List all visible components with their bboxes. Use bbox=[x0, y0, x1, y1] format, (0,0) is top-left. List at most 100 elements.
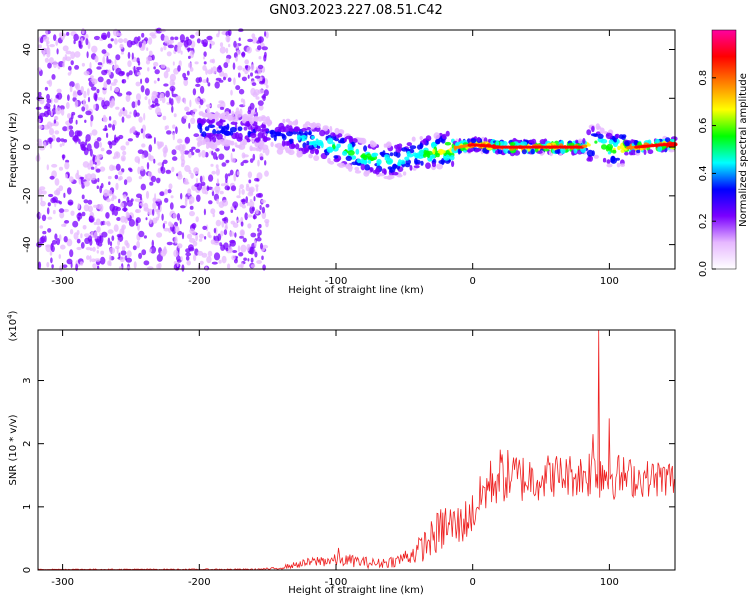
noise-blob bbox=[161, 213, 164, 221]
noise-blob bbox=[113, 209, 119, 216]
ridge-blob bbox=[286, 131, 293, 137]
ridge-blob bbox=[342, 150, 348, 156]
noise-blob bbox=[135, 81, 141, 87]
noise-blob bbox=[264, 147, 270, 156]
ridge-blob bbox=[242, 138, 248, 146]
noise-blob bbox=[247, 38, 254, 43]
ridge-blob bbox=[406, 142, 412, 147]
noise-blob bbox=[142, 131, 146, 140]
noise-blob bbox=[76, 229, 80, 236]
noise-blob bbox=[239, 235, 244, 239]
ridge-blob bbox=[665, 137, 671, 143]
noise-blob bbox=[238, 37, 241, 41]
noise-blob bbox=[135, 209, 139, 213]
noise-blob bbox=[220, 230, 224, 237]
noise-blob bbox=[121, 79, 125, 84]
noise-blob bbox=[76, 246, 82, 251]
snr-y-axis: 0 1 2 3 bbox=[22, 377, 675, 573]
noise-blob bbox=[223, 76, 226, 81]
ridge-blob bbox=[435, 138, 441, 145]
noise-blob bbox=[90, 75, 94, 79]
ridge-blob bbox=[263, 128, 269, 132]
ridge-blob bbox=[356, 158, 361, 164]
noise-blob bbox=[56, 137, 61, 143]
noise-blob bbox=[75, 263, 78, 272]
noise-blob bbox=[150, 104, 156, 108]
ridge-blob bbox=[372, 170, 378, 174]
noise-blob bbox=[66, 238, 73, 247]
ridge-blob bbox=[257, 116, 264, 122]
noise-blob bbox=[193, 133, 200, 138]
ridge-blob bbox=[593, 133, 599, 137]
ridge-blob bbox=[398, 143, 403, 148]
noise-blob bbox=[126, 40, 133, 48]
noise-blob bbox=[255, 208, 259, 215]
ridge-blob bbox=[621, 134, 627, 139]
ridge-blob bbox=[249, 145, 253, 152]
noise-blob bbox=[179, 34, 185, 42]
noise-blob bbox=[258, 105, 264, 111]
noise-blob bbox=[211, 170, 216, 175]
ridge-blob bbox=[449, 155, 455, 161]
noise-blob bbox=[218, 79, 224, 83]
noise-blob bbox=[259, 156, 264, 161]
noise-blob bbox=[231, 255, 236, 261]
noise-blob bbox=[242, 160, 249, 164]
ridge-blob bbox=[305, 121, 311, 126]
ridge-blob bbox=[383, 175, 390, 180]
noise-blob bbox=[254, 75, 261, 79]
noise-blob bbox=[163, 227, 170, 232]
noise-blob bbox=[148, 144, 153, 153]
noise-blob bbox=[233, 77, 236, 86]
ridge-blob bbox=[397, 159, 402, 167]
noise-blob bbox=[122, 194, 127, 199]
noise-blob bbox=[209, 43, 212, 49]
noise-blob bbox=[108, 254, 112, 262]
noise-blob bbox=[243, 257, 248, 261]
ridge-blob bbox=[539, 139, 546, 145]
noise-blob bbox=[231, 110, 235, 118]
ridge-blob bbox=[433, 132, 440, 140]
noise-blob bbox=[255, 96, 260, 100]
noise-blob bbox=[46, 164, 49, 171]
ridge-blob bbox=[253, 116, 258, 122]
noise-blob bbox=[184, 106, 190, 112]
ridge-blob bbox=[201, 118, 207, 124]
noise-blob bbox=[139, 205, 142, 209]
noise-blob bbox=[156, 232, 163, 238]
noise-blob bbox=[83, 180, 90, 187]
noise-blob bbox=[121, 71, 125, 76]
ridge-blob bbox=[282, 134, 287, 141]
noise-blob bbox=[206, 256, 212, 264]
ridge-blob bbox=[227, 114, 233, 122]
noise-blob bbox=[261, 211, 267, 220]
noise-blob bbox=[86, 51, 89, 59]
ridge-blob bbox=[298, 147, 304, 152]
noise-blob bbox=[55, 39, 59, 46]
noise-blob bbox=[228, 29, 232, 37]
ridge-blob bbox=[231, 116, 239, 123]
noise-blob bbox=[183, 76, 188, 81]
ridge-blob bbox=[274, 143, 279, 148]
noise-blob bbox=[135, 93, 142, 101]
noise-blob bbox=[88, 215, 94, 223]
noise-blob bbox=[194, 97, 200, 103]
noise-blob bbox=[135, 217, 141, 224]
noise-blob bbox=[93, 92, 98, 101]
ridge-blob bbox=[216, 133, 223, 140]
noise-blob bbox=[221, 162, 227, 167]
noise-blob bbox=[198, 238, 203, 242]
noise-blob bbox=[191, 146, 196, 150]
colorbar-label: Normalized spectral amplitude bbox=[738, 73, 749, 227]
ridge-blob bbox=[311, 135, 315, 140]
noise-blob bbox=[179, 218, 182, 225]
ridge-blob bbox=[624, 140, 630, 147]
ridge-blob bbox=[264, 137, 271, 141]
ridge-blob bbox=[591, 125, 595, 133]
ridge-blob bbox=[474, 148, 481, 152]
noise-blob bbox=[92, 154, 95, 162]
ridge-blob bbox=[412, 167, 417, 171]
noise-blob bbox=[225, 159, 230, 163]
noise-blob bbox=[243, 126, 248, 131]
noise-blob bbox=[93, 35, 101, 41]
